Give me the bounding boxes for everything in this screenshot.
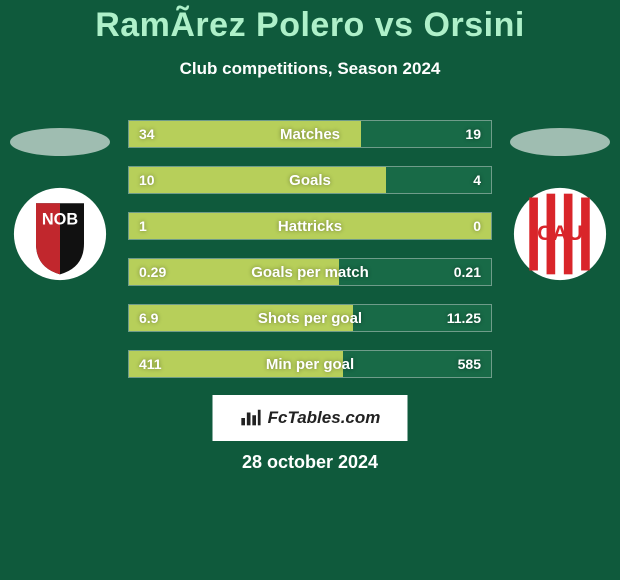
stat-value-right: 0.21 — [454, 259, 481, 285]
stats-bars: Matches3419Goals104Hattricks10Goals per … — [120, 120, 500, 378]
stat-label: Shots per goal — [129, 305, 491, 331]
stat-value-right: 19 — [465, 121, 481, 147]
stat-value-left: 1 — [139, 213, 147, 239]
page-subtitle: Club competitions, Season 2024 — [0, 45, 620, 79]
stat-label: Matches — [129, 121, 491, 147]
right-player-col: CAU — [500, 120, 620, 282]
stat-value-left: 6.9 — [139, 305, 158, 331]
page-title: RamÃ­rez Polero vs Orsini — [0, 0, 620, 45]
stat-value-right: 585 — [458, 351, 481, 377]
right-ellipse — [510, 128, 610, 156]
brand-text: FcTables.com — [268, 408, 381, 428]
date-label: 28 october 2024 — [0, 452, 620, 473]
right-club-crest-icon: CAU — [512, 186, 608, 282]
stat-label: Goals — [129, 167, 491, 193]
stat-label: Hattricks — [129, 213, 491, 239]
left-ellipse — [10, 128, 110, 156]
stat-value-left: 34 — [139, 121, 155, 147]
stat-bar: Goals per match0.29 0.21 — [128, 258, 492, 286]
stat-value-right: 11.25 — [447, 305, 481, 331]
stat-value-left: 10 — [139, 167, 155, 193]
stat-label: Goals per match — [129, 259, 491, 285]
content-row: NOB Matches3419Goals104Hattricks10Goals … — [0, 120, 620, 378]
stat-label: Min per goal — [129, 351, 491, 377]
comparison-infographic: RamÃ­rez Polero vs Orsini Club competiti… — [0, 0, 620, 580]
stat-bar: Goals10 4 — [128, 166, 492, 194]
stat-value-left: 0.29 — [139, 259, 166, 285]
left-player-col: NOB — [0, 120, 120, 282]
stat-value-right: 4 — [473, 167, 481, 193]
crest-text: NOB — [42, 210, 78, 228]
bars-icon — [240, 407, 262, 429]
stat-bar: Matches34 19 — [128, 120, 492, 148]
brand-badge: FcTables.com — [213, 395, 408, 441]
stat-bar: Min per goal411 585 — [128, 350, 492, 378]
stat-value-right: 0 — [473, 213, 481, 239]
stat-bar: Hattricks1 0 — [128, 212, 492, 240]
crest-text: CAU — [537, 222, 583, 245]
stat-value-left: 411 — [139, 351, 162, 377]
stat-bar: Shots per goal6.9 11.25 — [128, 304, 492, 332]
left-club-crest-icon: NOB — [12, 186, 108, 282]
